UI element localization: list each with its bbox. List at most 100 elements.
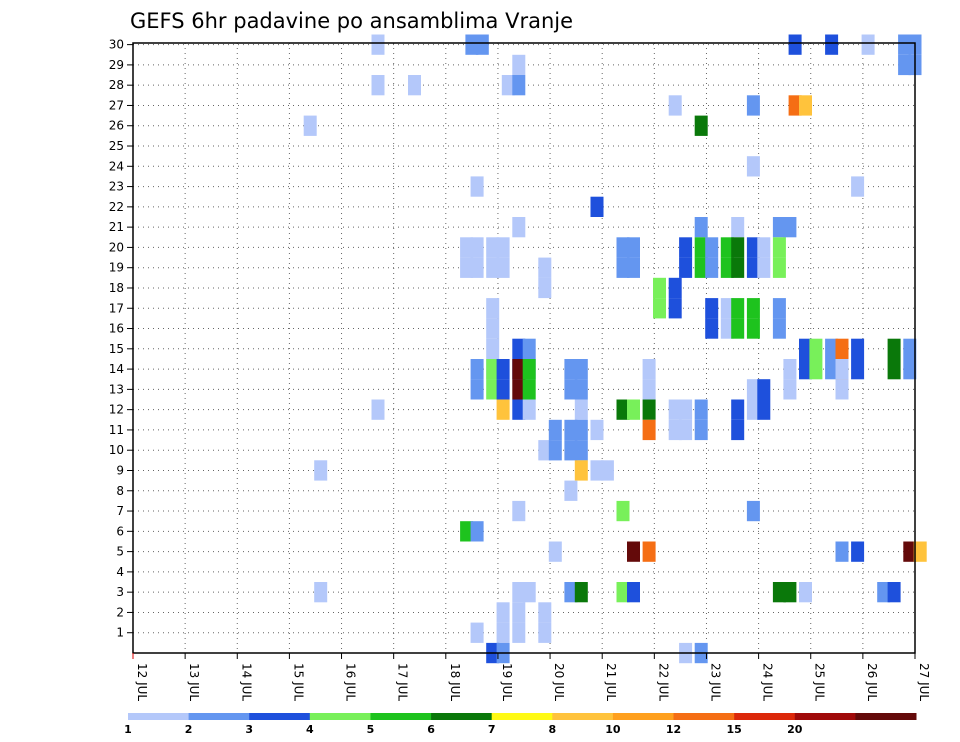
heatmap-cell: [616, 257, 630, 278]
heatmap-cell: [720, 257, 734, 278]
legend-swatch: [673, 713, 735, 720]
heatmap-cell: [746, 95, 760, 116]
heatmap-cell: [486, 338, 500, 359]
heatmap-cell: [746, 500, 760, 522]
heatmap-cell: [470, 521, 484, 542]
heatmap-cell: [486, 298, 500, 319]
x-tick-label: 14 JUL: [239, 663, 253, 701]
y-tick-label: 11: [109, 423, 124, 437]
color-legend: 1 2 3 4 5 6 7 8 10 12 15 20: [124, 713, 917, 736]
heatmap-cell: [475, 34, 489, 55]
heatmap-cell: [809, 359, 823, 380]
heatmap-cell: [799, 359, 812, 380]
heatmap-cell: [460, 257, 474, 278]
x-tick-label: 27 JUL: [917, 663, 931, 701]
heatmap-cell: [496, 237, 510, 258]
y-tick-label: 10: [109, 443, 124, 457]
legend-swatch: [794, 713, 856, 720]
y-tick-label: 2: [116, 605, 124, 619]
legend-swatch: [309, 713, 371, 720]
heatmap-cell: [642, 399, 656, 420]
legend-swatch: [491, 713, 553, 720]
chart-title: GEFS 6hr padavine po ansamblima Vranje: [130, 9, 573, 33]
heatmap-cell: [705, 257, 719, 278]
y-tick-label: 24: [109, 159, 124, 173]
heatmap-cell: [642, 359, 656, 380]
heatmap-cell: [783, 379, 797, 400]
heatmap-cell: [538, 602, 552, 623]
heatmap-cell: [496, 399, 510, 420]
heatmap-cell: [470, 622, 484, 643]
heatmap-cell: [564, 419, 578, 441]
y-tick-label: 16: [109, 322, 124, 336]
legend-label: 2: [185, 723, 193, 736]
heatmap-cell: [903, 541, 917, 562]
heatmap-cell: [522, 582, 536, 603]
heatmap-cell: [496, 602, 510, 623]
heatmap-cell: [486, 359, 500, 380]
legend-label: 12: [666, 723, 681, 736]
legend-label: 1: [124, 723, 132, 736]
x-tick-label: 15 JUL: [291, 663, 305, 701]
heatmap-cell: [788, 34, 802, 55]
heatmap-cell: [574, 440, 588, 461]
legend-label: 8: [548, 723, 556, 736]
heatmap-cell: [731, 399, 745, 420]
heatmap-cell: [887, 582, 901, 603]
heatmap-cell: [653, 298, 666, 319]
heatmap-cell: [705, 298, 719, 319]
heatmap-cell: [548, 440, 562, 461]
y-axis: 1234567891011121314151617181920212223242…: [109, 38, 133, 640]
y-tick-label: 3: [116, 585, 124, 599]
y-tick-label: 12: [109, 403, 124, 417]
y-tick-label: 19: [109, 261, 124, 275]
x-tick-label: 12 JUL: [135, 663, 149, 701]
legend-label: 4: [306, 723, 314, 736]
x-tick-label: 17 JUL: [396, 663, 410, 701]
heatmap-cell: [371, 75, 385, 96]
heatmap-cell: [668, 95, 682, 116]
heatmap-cell: [746, 318, 760, 339]
heatmap-cell: [731, 257, 745, 278]
heatmap-cell: [757, 257, 771, 278]
heatmap-cell: [496, 359, 510, 380]
heatmap-cell: [783, 217, 797, 238]
legend-swatch: [188, 713, 250, 720]
legend-label: 10: [605, 723, 621, 736]
y-tick-label: 15: [109, 342, 124, 356]
x-tick-label: 21 JUL: [604, 663, 618, 701]
heatmap-cell: [522, 338, 536, 359]
heatmap-cell: [913, 541, 927, 562]
heatmap-cell: [590, 419, 604, 441]
heatmap-cell: [799, 582, 812, 603]
heatmap-cell: [772, 257, 786, 278]
heatmap-cell: [574, 379, 588, 400]
heatmap-cell: [512, 379, 526, 400]
heatmap-cell: [887, 359, 901, 380]
y-tick-label: 25: [109, 139, 124, 153]
heatmap-cell: [694, 115, 708, 136]
heatmap-cell: [668, 419, 682, 441]
heatmap-cell: [694, 257, 708, 278]
heatmap-cell: [538, 277, 552, 299]
heatmap-cell: [501, 75, 515, 96]
heatmap-cell: [616, 399, 630, 420]
heatmap-cell: [731, 237, 745, 258]
heatmap-cell: [653, 277, 666, 299]
heatmap-cell: [642, 379, 656, 400]
heatmap-cell: [564, 379, 578, 400]
heatmap-cell: [887, 338, 901, 359]
y-tick-label: 13: [109, 382, 124, 396]
heatmap-cell: [825, 359, 839, 380]
heatmap-cell: [486, 257, 500, 278]
heatmap-cell: [627, 237, 640, 258]
heatmap-cell: [470, 359, 484, 380]
heatmap-cell: [772, 298, 786, 319]
y-tick-label: 4: [116, 565, 124, 579]
heatmap-cell: [851, 359, 865, 380]
heatmap-cell: [679, 399, 693, 420]
y-tick-label: 30: [109, 38, 124, 52]
heatmap-cell: [522, 399, 536, 420]
y-tick-label: 1: [116, 626, 124, 640]
heatmap-cell: [746, 379, 760, 400]
